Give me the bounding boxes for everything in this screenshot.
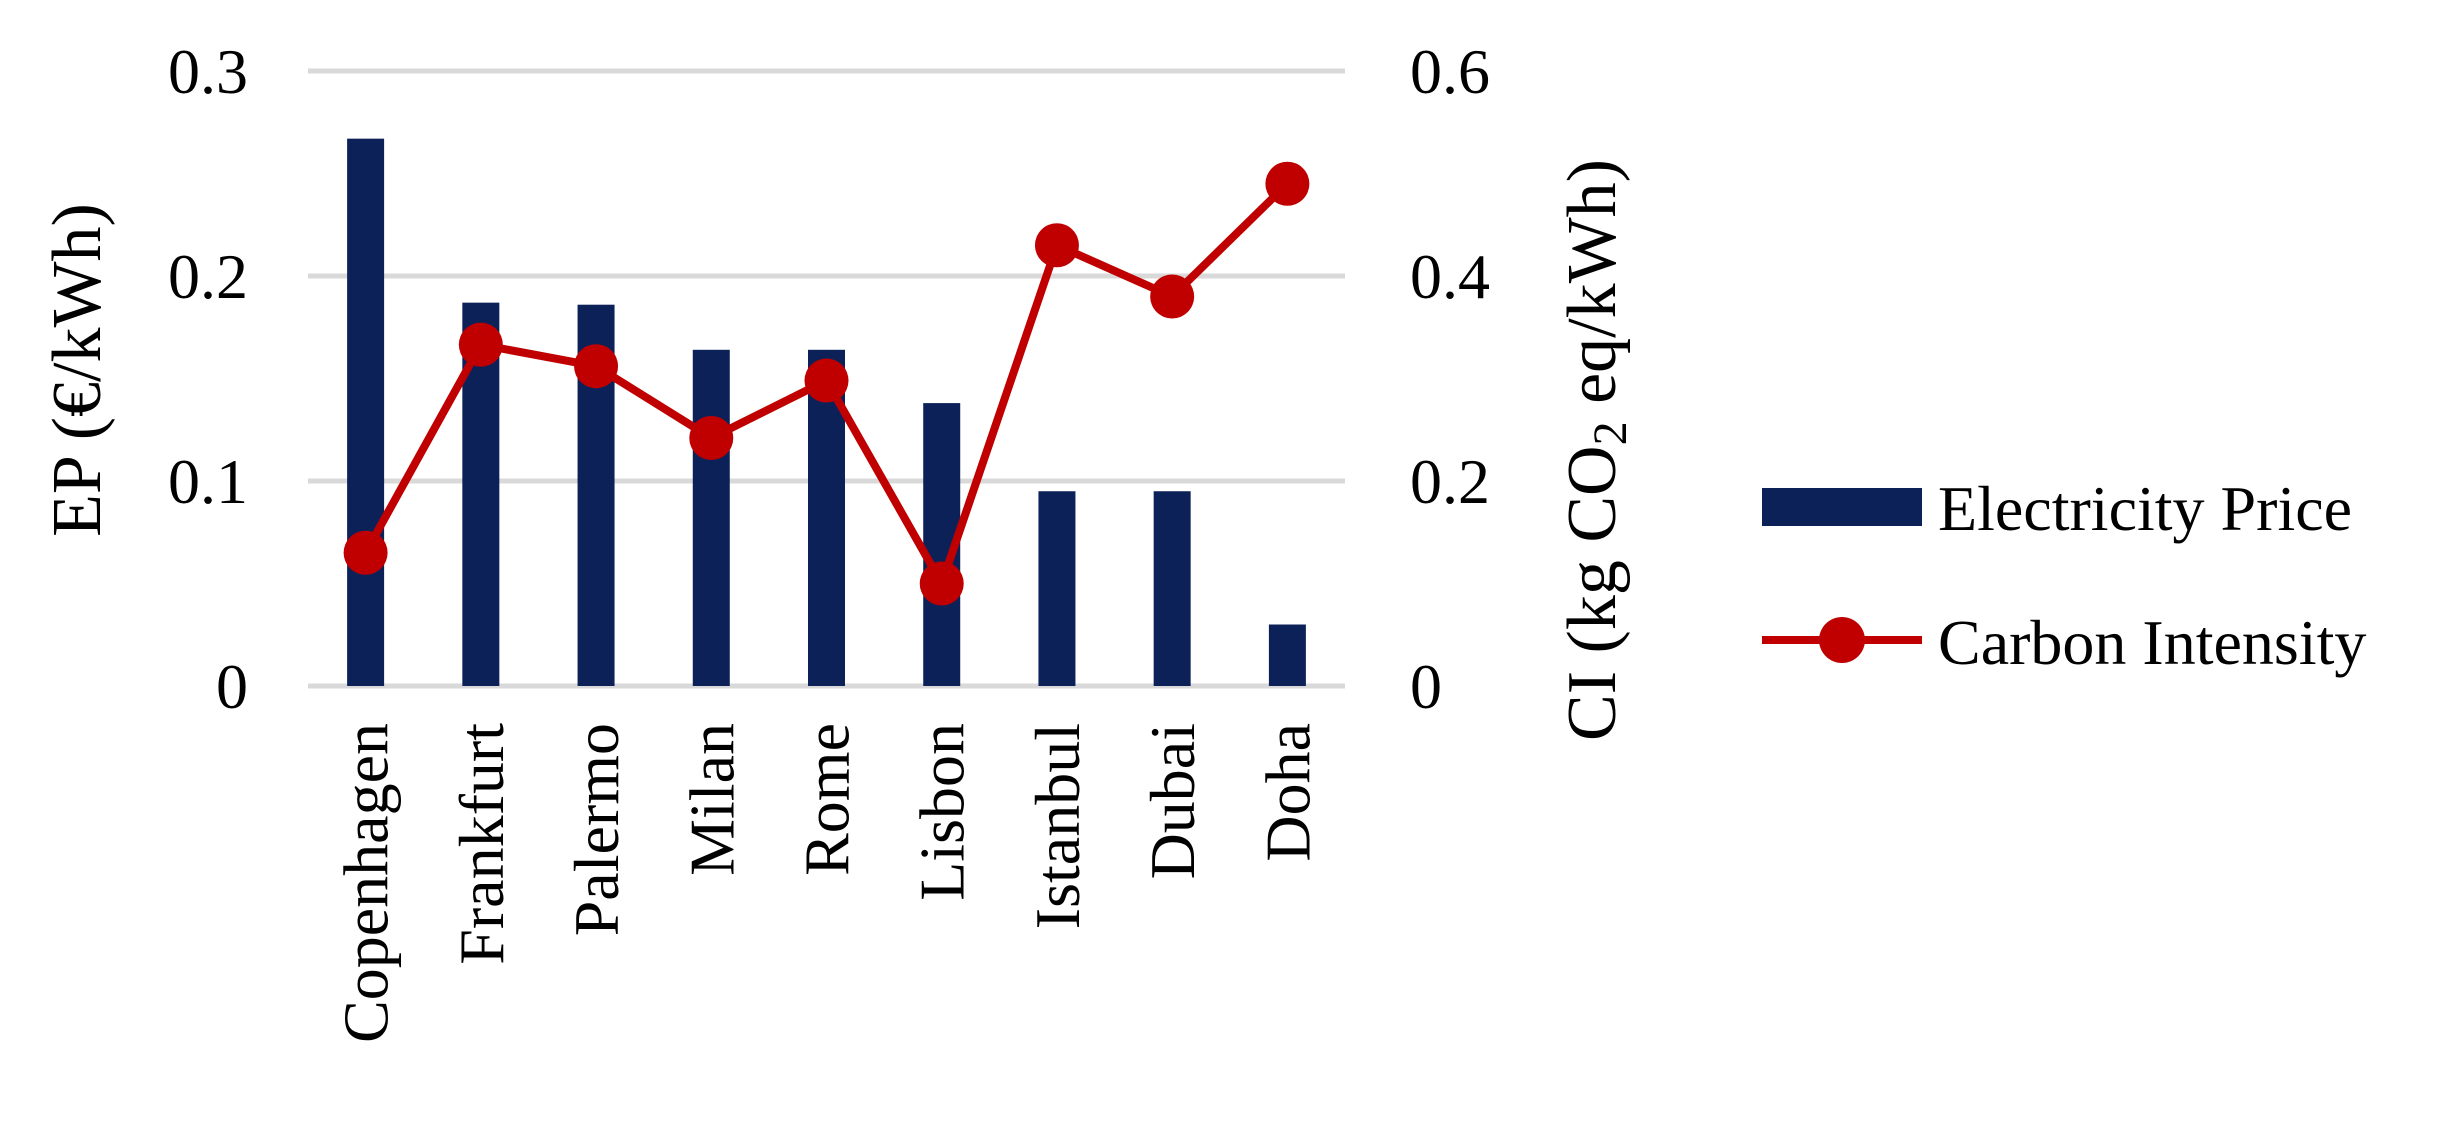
x-tick-dubai: Dubai xyxy=(1137,723,1208,879)
x-tick-rome: Rome xyxy=(792,723,863,876)
point-copenhagen xyxy=(343,530,388,575)
point-dubai xyxy=(1150,274,1195,319)
legend-swatch-electricity-price xyxy=(1762,488,1922,526)
x-tick-frankfurt: Frankfurt xyxy=(446,723,517,965)
right-axis-title-tail: eq/kWh) xyxy=(1554,159,1631,421)
bar-copenhagen xyxy=(347,138,385,686)
point-rome xyxy=(804,358,849,403)
left-tick-2: 0.2 xyxy=(168,241,248,312)
bar-istanbul xyxy=(1038,491,1076,686)
point-palermo xyxy=(574,344,619,389)
left-axis-ticks: 0 0.1 0.2 0.3 xyxy=(168,36,248,722)
point-lisbon xyxy=(919,561,964,606)
legend: Electricity Price Carbon Intensity xyxy=(1762,473,2366,678)
x-tick-lisbon: Lisbon xyxy=(907,723,978,901)
bars xyxy=(347,138,1306,686)
right-axis-title: CI (kg CO2 eq/kWh) xyxy=(1554,159,1637,741)
left-tick-0: 0 xyxy=(216,651,248,722)
bar-milan xyxy=(692,349,730,686)
x-tick-doha: Doha xyxy=(1252,723,1323,862)
x-tick-copenhagen: Copenhagen xyxy=(331,723,402,1043)
legend-swatch-carbon-intensity-marker xyxy=(1819,617,1865,663)
right-axis-title-subscript: 2 xyxy=(1584,421,1637,445)
x-tick-istanbul: Istanbul xyxy=(1022,723,1093,929)
legend-label-electricity-price: Electricity Price xyxy=(1938,473,2352,544)
legend-label-carbon-intensity: Carbon Intensity xyxy=(1938,607,2366,678)
right-axis-ticks: 0 0.2 0.4 0.6 xyxy=(1410,36,1490,722)
x-axis-ticks: Copenhagen Frankfurt Palermo Milan Rome Lisbo… xyxy=(331,723,1324,1043)
x-tick-palermo: Palermo xyxy=(561,723,632,936)
left-tick-1: 0.1 xyxy=(168,446,248,517)
bar-doha xyxy=(1268,624,1306,686)
right-tick-0: 0 xyxy=(1410,651,1442,722)
point-frankfurt xyxy=(458,322,503,367)
right-axis-title-main: CI (kg CO xyxy=(1554,445,1631,741)
right-tick-3: 0.6 xyxy=(1410,36,1490,107)
left-axis-title: EP (€/kWh) xyxy=(39,203,116,537)
left-tick-3: 0.3 xyxy=(168,36,248,107)
right-tick-1: 0.2 xyxy=(1410,446,1490,517)
line-layer xyxy=(343,161,1310,606)
right-tick-2: 0.4 xyxy=(1410,241,1490,312)
point-istanbul xyxy=(1034,223,1079,268)
point-doha xyxy=(1265,161,1310,206)
bar-dubai xyxy=(1153,491,1191,686)
x-tick-milan: Milan xyxy=(676,723,747,876)
point-milan xyxy=(689,415,734,460)
